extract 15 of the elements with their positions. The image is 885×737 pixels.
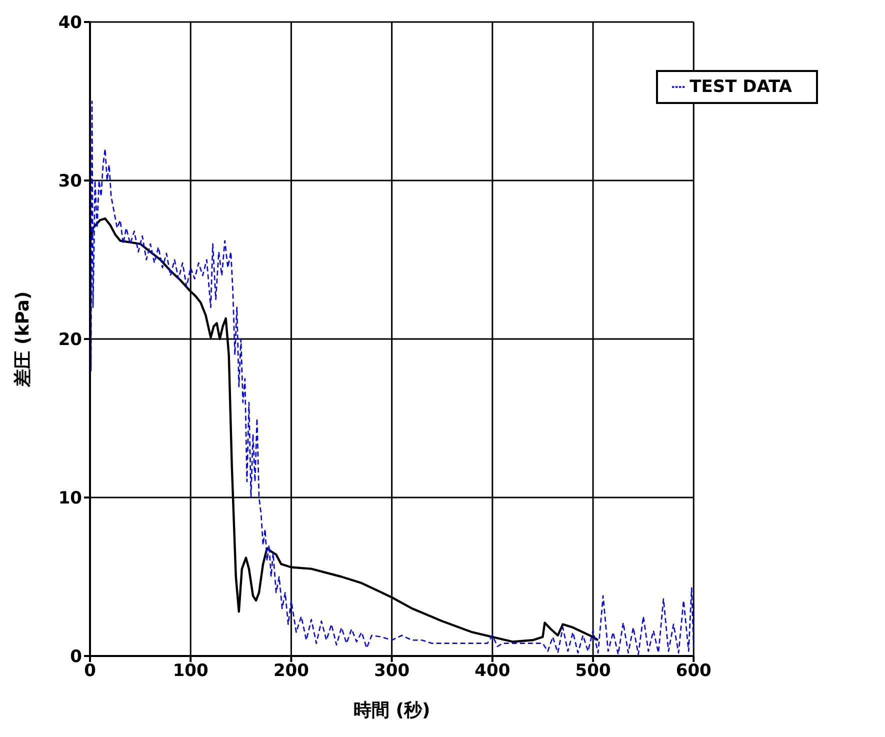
x-tick-label: 500 bbox=[575, 661, 611, 682]
x-tick-label: 600 bbox=[676, 661, 712, 682]
y-axis-title: 差圧 (kPa) bbox=[12, 291, 34, 388]
x-tick-label: 100 bbox=[172, 661, 209, 682]
legend-label: TEST DATA bbox=[690, 77, 792, 97]
y-tick-label: 30 bbox=[58, 172, 82, 192]
y-tick-label: 20 bbox=[58, 330, 82, 350]
x-tick-label: 200 bbox=[273, 661, 310, 682]
x-tick-label: 300 bbox=[374, 661, 410, 682]
y-tick-label: 0 bbox=[70, 647, 82, 668]
x-tick-label: 400 bbox=[474, 661, 510, 682]
x-axis-title: 時間 (秒) bbox=[353, 700, 430, 721]
y-tick-label: 40 bbox=[58, 13, 82, 34]
y-tick-label: 10 bbox=[58, 488, 82, 509]
x-tick-label: 0 bbox=[84, 661, 96, 682]
